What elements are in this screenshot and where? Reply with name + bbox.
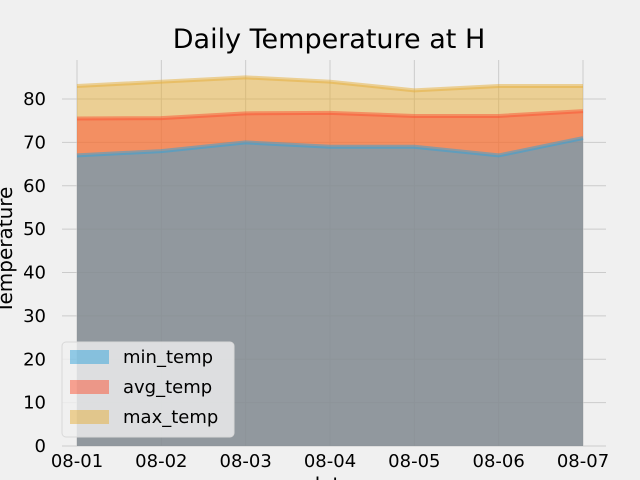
y-axis-label: Temperature [0, 187, 17, 315]
y-tick-label: 70 [23, 132, 46, 153]
line-avg_temp [76, 109, 584, 121]
legend: min_temp avg_temp max_temp [61, 341, 235, 438]
x-tick-label: 08-01 [51, 451, 103, 472]
x-tick-label: 08-06 [473, 451, 525, 472]
series-lines [76, 75, 584, 158]
x-tick-label: 08-07 [557, 451, 609, 472]
y-tick-label: 50 [23, 219, 46, 240]
y-tick-label: 10 [23, 393, 46, 414]
legend-swatch-max_temp [70, 410, 109, 424]
legend-swatch-min_temp [70, 350, 109, 364]
line-min_temp [76, 136, 584, 158]
y-tick-label: 0 [35, 436, 46, 457]
x-tick-label: 08-05 [388, 451, 440, 472]
legend-label-min_temp: min_temp [123, 347, 213, 368]
legend-label-avg_temp: avg_temp [123, 377, 212, 398]
y-tick-label: 40 [23, 263, 46, 284]
x-tick-label: 08-04 [304, 451, 356, 472]
legend-label-max_temp: max_temp [123, 407, 218, 428]
x-axis-ticks: 08-01 08-02 08-03 08-04 08-05 08-06 08-07 [51, 451, 609, 472]
line-max_temp [76, 75, 583, 93]
legend-swatch-avg_temp [70, 380, 109, 394]
x-tick-label: 08-02 [135, 451, 187, 472]
x-axis-label: date [307, 473, 352, 480]
chart-title: Daily Temperature at H [173, 24, 486, 55]
y-tick-label: 60 [23, 176, 46, 197]
y-tick-label: 20 [23, 349, 46, 370]
y-axis-ticks: 0 10 20 30 40 50 60 70 80 [23, 89, 46, 457]
y-tick-label: 80 [23, 89, 46, 110]
x-tick-label: 08-03 [220, 451, 272, 472]
y-tick-label: 30 [23, 306, 46, 327]
